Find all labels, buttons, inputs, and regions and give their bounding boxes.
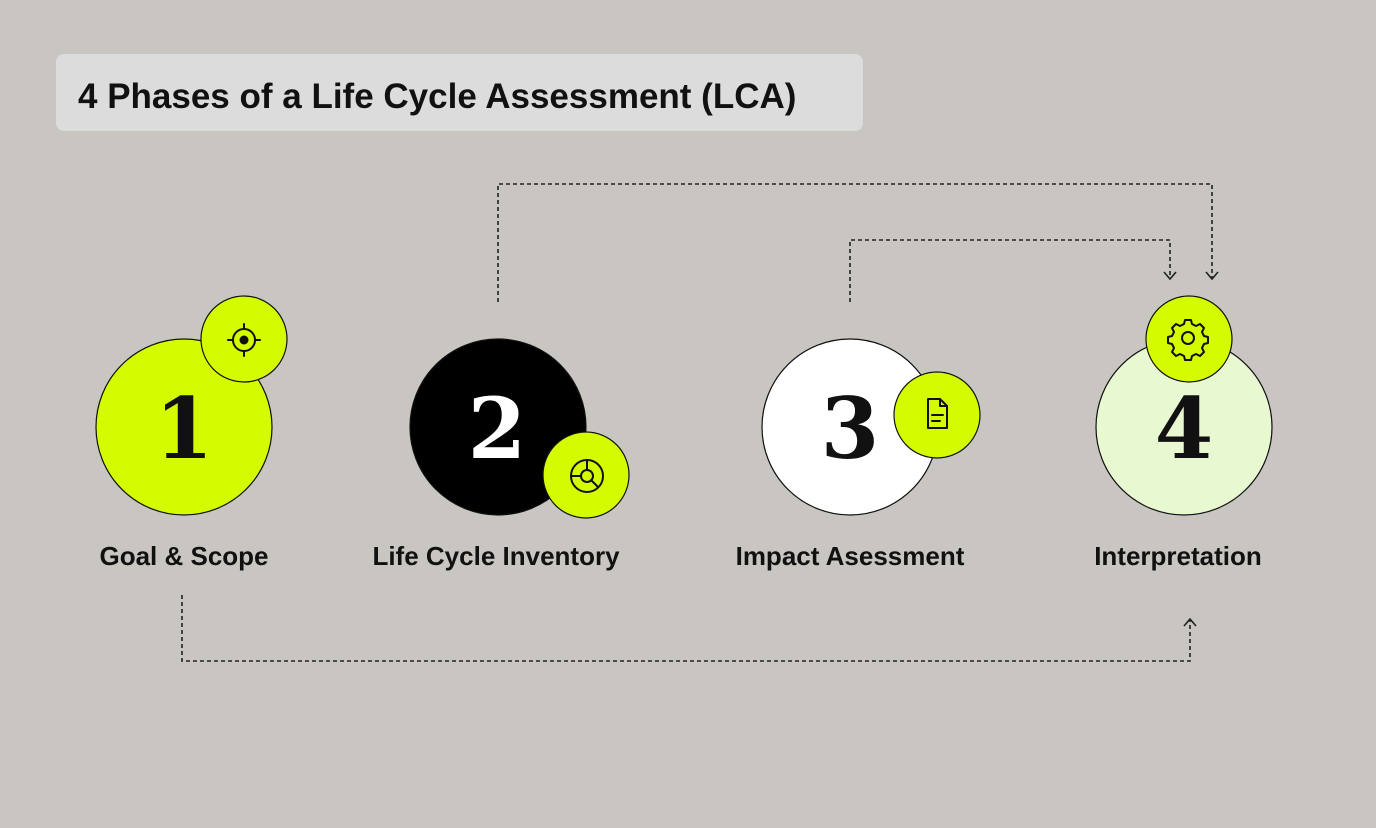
connectors	[181, 183, 1219, 662]
phase-2: 2 Life Cycle Inventory	[372, 338, 630, 571]
phase-label: Impact Asessment	[736, 541, 965, 571]
phase-4: 4 Interpretation	[1094, 295, 1273, 571]
title-box	[56, 54, 863, 131]
phase-number: 4	[1155, 379, 1213, 478]
phase-number: 2	[468, 379, 526, 478]
phase-number: 3	[821, 379, 879, 478]
chart-icon	[570, 459, 604, 493]
target-icon	[227, 323, 261, 357]
phase-label: Goal & Scope	[99, 541, 268, 571]
phase-3: 3 Impact Asessment	[736, 338, 981, 571]
phase-number: 1	[155, 379, 213, 478]
document-icon	[927, 398, 948, 429]
title: 4 Phases of a Life Cycle Assessment (LCA…	[78, 77, 796, 116]
phase-1: 1 Goal & Scope	[95, 295, 288, 571]
phase-label: Interpretation	[1094, 541, 1262, 571]
gear-icon	[1167, 319, 1209, 361]
phase-label: Life Cycle Inventory	[372, 541, 620, 571]
